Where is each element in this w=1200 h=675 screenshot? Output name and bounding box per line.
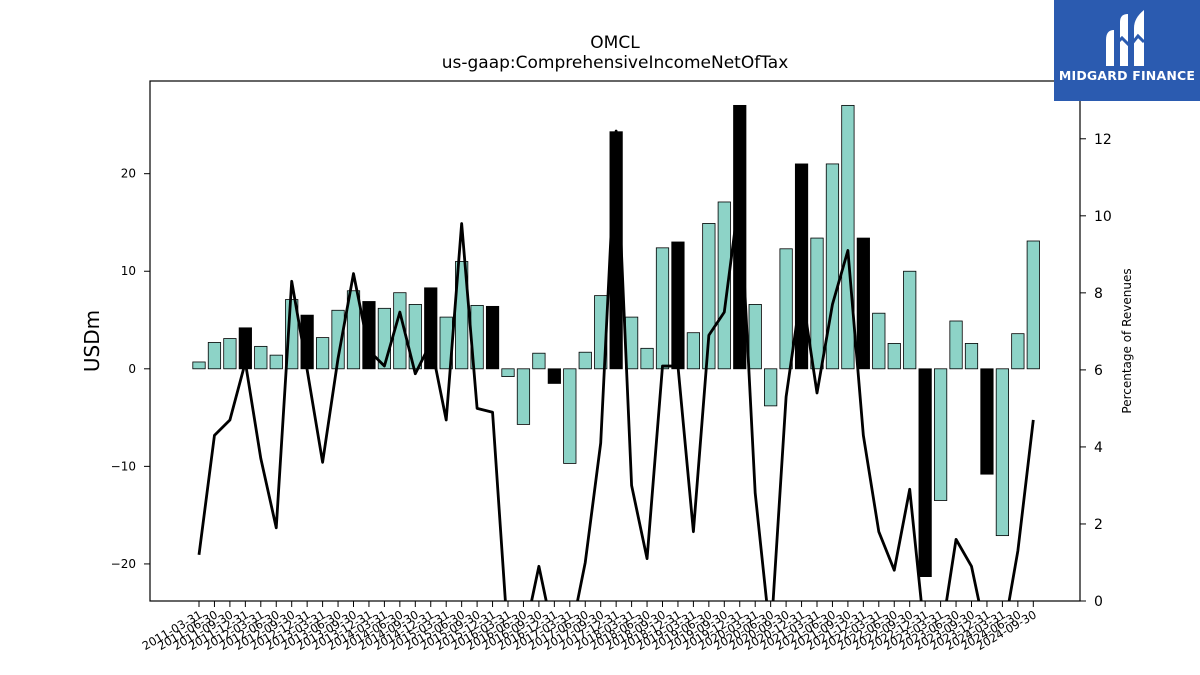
bar-2013-06-30 <box>331 309 345 370</box>
bar-2023-03-31 <box>934 368 948 501</box>
bar-2020-09-30 <box>779 248 793 370</box>
bar-2017-06-30 <box>578 351 592 370</box>
bar-2021-03-31 <box>810 237 824 370</box>
bar-2018-12-31 <box>671 241 685 370</box>
bar-2012-06-30 <box>269 354 283 370</box>
bar-2016-03-31 <box>501 368 515 377</box>
bar-2012-03-31 <box>254 345 268 370</box>
chart-title: OMCL <box>590 33 640 53</box>
y2-tick-label: 2 <box>1094 517 1103 533</box>
y2-tick-label: 0 <box>1094 594 1103 610</box>
line-series <box>197 129 1035 601</box>
y-axis-right: 0 2 4 6 8 10 12 <box>1080 132 1112 610</box>
bar-2014-12-31 <box>424 287 438 370</box>
bar-2021-09-30 <box>841 104 855 370</box>
bar-2022-12-31 <box>918 368 932 577</box>
bar-2013-09-30 <box>346 290 361 370</box>
y2-tick-label: 12 <box>1094 132 1112 148</box>
bar-2018-09-30 <box>655 247 670 370</box>
y-axis-label: USDm <box>80 310 104 372</box>
plot-frame <box>149 80 1081 602</box>
y-tick-label: −20 <box>111 557 136 571</box>
bar-2018-06-30 <box>640 347 654 370</box>
bar-2019-03-31 <box>686 332 701 370</box>
y2-tick-label: 8 <box>1094 286 1103 302</box>
bar-2013-03-31 <box>315 337 330 370</box>
bar-2019-09-30 <box>717 201 731 370</box>
bar-2017-03-31 <box>563 368 577 464</box>
x-axis: 2011-03-312011-06-302011-09-302011-12-31… <box>140 601 1039 653</box>
bar-2021-06-30 <box>825 163 840 370</box>
y-tick-label: 20 <box>121 167 136 181</box>
y-tick-label: −10 <box>111 459 136 473</box>
y2-tick-label: 10 <box>1094 209 1112 225</box>
bar-2016-09-30 <box>532 352 546 370</box>
bar-2023-12-31 <box>980 368 994 475</box>
bar-2023-06-30 <box>949 320 963 370</box>
bar-2020-06-30 <box>764 368 778 407</box>
bar-2016-06-30 <box>516 368 531 425</box>
y2-axis-label: Percentage of Revenues <box>1120 268 1134 413</box>
line-percentage-of-revenues <box>197 129 1035 601</box>
y2-tick-label: 6 <box>1094 363 1103 379</box>
logo-mark-icon <box>1106 10 1146 66</box>
bar-2020-03-31 <box>748 304 762 370</box>
bar-2024-03-31 <box>995 368 1010 537</box>
bar-2023-09-30 <box>964 343 979 370</box>
bar-2016-12-31 <box>547 368 561 384</box>
bar-2015-12-31 <box>485 305 500 370</box>
logo-text: MIDGARD FINANCE <box>1058 68 1196 83</box>
bar-2024-06-30 <box>1011 333 1025 370</box>
bar-2020-12-31 <box>794 163 809 370</box>
bar-2011-06-30 <box>207 342 222 370</box>
bar-2024-09-30 <box>1026 240 1040 370</box>
bar-series <box>192 104 1040 577</box>
bar-2021-12-31 <box>856 237 870 370</box>
y2-tick-label: 4 <box>1094 440 1103 456</box>
y-tick-label: 0 <box>128 362 136 376</box>
y-tick-label: 10 <box>121 264 136 278</box>
bar-2011-09-30 <box>223 338 237 370</box>
bar-2022-09-30 <box>903 270 917 370</box>
chart-subtitle: us-gaap:ComprehensiveIncomeNetOfTax <box>442 53 789 73</box>
bar-2022-03-31 <box>872 312 886 370</box>
bar-2022-06-30 <box>887 343 901 370</box>
y-axis-left: −20 −10 0 10 20 <box>111 167 150 571</box>
midgard-finance-logo: MIDGARD FINANCE <box>1054 0 1200 101</box>
bar-2011-03-31 <box>192 361 206 370</box>
